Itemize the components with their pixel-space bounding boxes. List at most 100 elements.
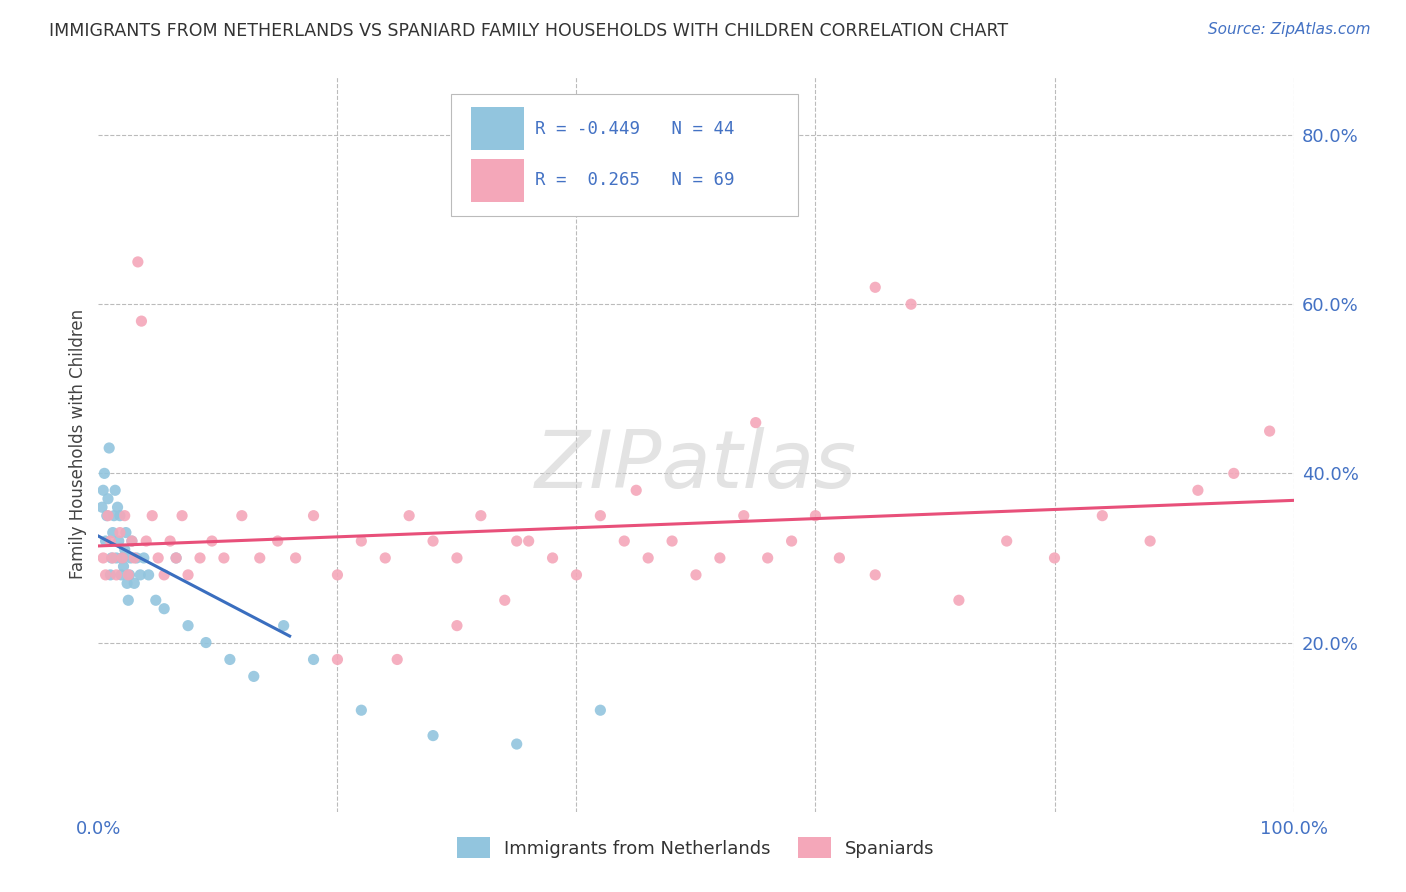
Point <box>91 483 114 498</box>
Point <box>165 551 187 566</box>
Point <box>637 551 659 566</box>
Point <box>589 508 612 523</box>
Point <box>114 508 136 523</box>
Point <box>302 652 325 666</box>
Point <box>865 567 887 582</box>
Point <box>195 635 218 649</box>
Point <box>302 508 325 523</box>
Point <box>118 567 141 582</box>
Point <box>219 652 242 666</box>
Point <box>105 551 128 566</box>
Point <box>117 567 139 582</box>
Point <box>101 525 124 540</box>
Point <box>1139 534 1161 549</box>
Text: R = -0.449   N = 44: R = -0.449 N = 44 <box>534 120 734 137</box>
Point <box>121 534 143 549</box>
Point <box>243 669 266 683</box>
Point <box>948 593 970 607</box>
Point <box>385 652 409 666</box>
Point <box>350 703 373 717</box>
Point <box>114 542 136 557</box>
Point <box>120 551 142 566</box>
Point <box>93 467 115 481</box>
Point <box>96 508 118 523</box>
Point <box>374 551 396 566</box>
Point <box>446 551 468 566</box>
Point <box>900 297 922 311</box>
Point <box>188 551 211 566</box>
Legend: Immigrants from Netherlands, Spaniards: Immigrants from Netherlands, Spaniards <box>450 830 942 865</box>
Point <box>589 703 612 717</box>
Point <box>127 255 149 269</box>
Point <box>104 483 127 498</box>
Point <box>141 508 163 523</box>
Point <box>780 534 803 549</box>
Y-axis label: Family Households with Children: Family Households with Children <box>69 309 87 579</box>
Point <box>124 551 146 566</box>
Point <box>107 534 129 549</box>
Point <box>97 491 120 506</box>
Point <box>626 483 648 498</box>
Point <box>165 551 187 566</box>
Point <box>145 593 167 607</box>
Point <box>132 551 155 566</box>
Point <box>94 567 117 582</box>
Text: Source: ZipAtlas.com: Source: ZipAtlas.com <box>1208 22 1371 37</box>
Point <box>995 534 1018 549</box>
Point <box>517 534 540 549</box>
Point <box>111 551 134 566</box>
Point <box>117 593 139 607</box>
Point <box>159 534 181 549</box>
Point <box>828 551 851 566</box>
FancyBboxPatch shape <box>471 107 524 150</box>
FancyBboxPatch shape <box>471 159 524 202</box>
Point <box>100 551 122 566</box>
Point <box>105 567 128 582</box>
FancyBboxPatch shape <box>451 95 797 216</box>
Point <box>103 508 125 523</box>
Point <box>326 567 349 582</box>
Point <box>541 551 564 566</box>
Point <box>1043 551 1066 566</box>
Point <box>350 534 373 549</box>
Point <box>613 534 636 549</box>
Point <box>97 508 120 523</box>
Point <box>1091 508 1114 523</box>
Point <box>231 508 253 523</box>
Text: R =  0.265   N = 69: R = 0.265 N = 69 <box>534 171 734 189</box>
Point <box>273 618 295 632</box>
Point <box>153 601 176 615</box>
Point <box>249 551 271 566</box>
Point <box>115 525 138 540</box>
Point <box>121 534 143 549</box>
Point <box>91 500 114 515</box>
Point <box>267 534 290 549</box>
Point <box>201 534 224 549</box>
Point <box>115 576 138 591</box>
Point <box>661 534 683 549</box>
Point <box>865 280 887 294</box>
Point <box>172 508 194 523</box>
Point <box>91 551 114 566</box>
Point <box>124 576 146 591</box>
Point <box>506 534 529 549</box>
Point <box>101 551 124 566</box>
Text: IMMIGRANTS FROM NETHERLANDS VS SPANIARD FAMILY HOUSEHOLDS WITH CHILDREN CORRELAT: IMMIGRANTS FROM NETHERLANDS VS SPANIARD … <box>49 22 1008 40</box>
Point <box>506 737 529 751</box>
Point <box>1223 467 1246 481</box>
Point <box>111 551 134 566</box>
Point <box>422 729 444 743</box>
Point <box>129 567 152 582</box>
Point <box>138 567 160 582</box>
Point <box>1187 483 1209 498</box>
Point <box>804 508 827 523</box>
Point <box>98 567 122 582</box>
Point <box>284 551 307 566</box>
Text: ZIPatlas: ZIPatlas <box>534 427 858 505</box>
Point <box>153 567 176 582</box>
Point <box>112 559 135 574</box>
Point <box>494 593 516 607</box>
Point <box>108 525 131 540</box>
Point <box>177 618 200 632</box>
Point <box>422 534 444 549</box>
